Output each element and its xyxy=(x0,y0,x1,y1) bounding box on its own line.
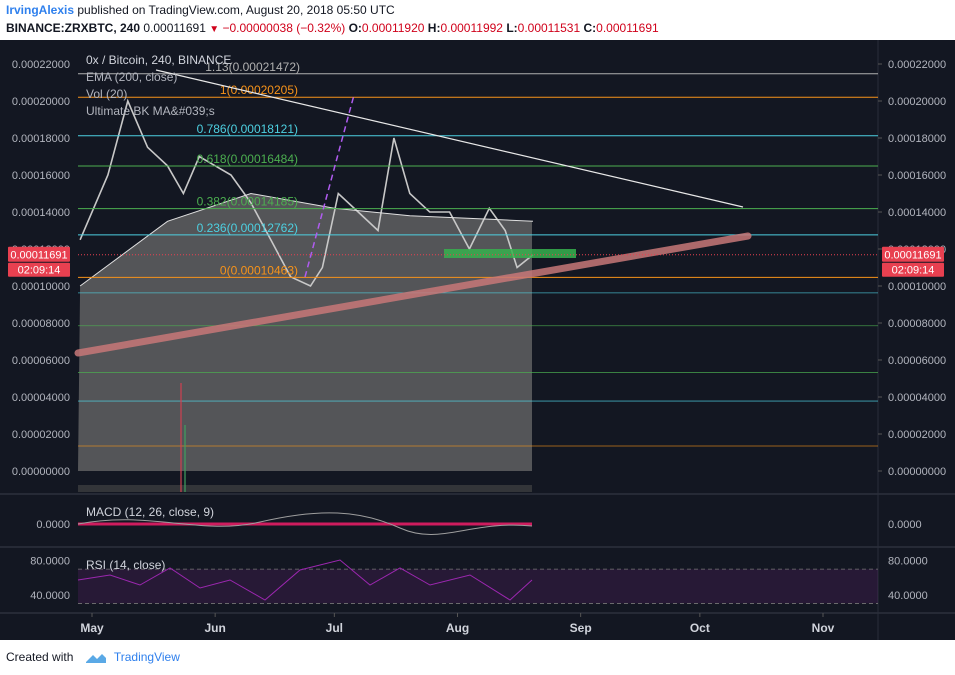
rsi-tick-left: 80.0000 xyxy=(30,556,70,568)
y-tick-label-left: 0.00010000 xyxy=(12,281,70,293)
publish-info: IrvingAlexis published on TradingView.co… xyxy=(6,3,395,17)
x-tick-label: Jun xyxy=(204,621,225,635)
open-value: 0.00011920 xyxy=(361,21,425,35)
fib-level-label: 0(0.00010463) xyxy=(220,263,298,277)
ema-area xyxy=(78,193,533,471)
rsi-line xyxy=(77,559,533,601)
fib-level-label: 0.382(0.00014185) xyxy=(197,195,298,209)
y-tick-label-right: 0.00020000 xyxy=(888,96,946,108)
footer: Created with TradingView xyxy=(6,650,180,664)
countdown-text-left: 02:09:14 xyxy=(18,265,61,277)
y-tick-label-left: 0.00000000 xyxy=(12,466,70,478)
created-with-text: Created with xyxy=(6,650,74,664)
price-tag-text-right: 0.00011691 xyxy=(884,250,941,262)
price-tag-left xyxy=(8,246,70,262)
y-tick-label-right: 0.00014000 xyxy=(888,207,946,219)
y-tick-label-left: 0.00004000 xyxy=(12,392,70,404)
y-tick-label-right: 0.00016000 xyxy=(888,170,946,182)
low-label: L: xyxy=(506,21,518,35)
fib-level-label: 0.786(0.00018121) xyxy=(197,122,298,136)
close-label: C: xyxy=(583,21,597,35)
open-label: O: xyxy=(348,21,362,35)
y-tick-label-right: 0.00002000 xyxy=(888,429,946,441)
price-tag-right xyxy=(882,246,944,262)
high-label: H: xyxy=(427,21,441,35)
y-tick-label-left: 0.00018000 xyxy=(12,133,70,145)
price-change: −0.00000038 (−0.32%) xyxy=(222,21,346,35)
legend-ultimate: Ultimate BK MA&#039;s xyxy=(86,104,215,118)
price-series-line xyxy=(79,98,534,288)
y-tick-label-left: 0.00020000 xyxy=(12,96,70,108)
y-tick-label-left: 0.00022000 xyxy=(12,59,70,71)
legend-ema: EMA (200, close) xyxy=(86,70,177,84)
countdown-tag-left xyxy=(8,262,70,277)
fib-level-label: 0.236(0.00012762) xyxy=(197,221,298,235)
legend-vol: Vol (20) xyxy=(86,87,127,101)
rsi-tick-right: 80.0000 xyxy=(888,556,928,568)
legend-title: 0x / Bitcoin, 240, BINANCE xyxy=(86,53,231,67)
high-value: 0.00011992 xyxy=(440,21,503,35)
y-tick-label-left: 0.00014000 xyxy=(12,207,70,219)
y-tick-label-left: 0.00016000 xyxy=(12,170,70,182)
y-tick-label-right: 0.00004000 xyxy=(888,392,946,404)
symbol-label: BINANCE:ZRXBTC, 240 xyxy=(6,21,141,35)
fib-level-label: 1.13(0.00021472) xyxy=(205,60,300,74)
ohlc-bar: BINANCE:ZRXBTC, 240 0.00011691 ▼ −0.0000… xyxy=(6,21,659,35)
rsi-label: RSI (14, close) xyxy=(86,558,165,572)
x-tick-label: May xyxy=(80,621,104,635)
macd-label: MACD (12, 26, close, 9) xyxy=(86,505,214,519)
y-tick-label-right: 0.00008000 xyxy=(888,318,946,330)
y-tick-label-left: 0.00002000 xyxy=(12,429,70,441)
price-tag-text-left: 0.00011691 xyxy=(10,250,67,262)
y-tick-label-right: 0.00000000 xyxy=(888,466,946,478)
x-tick-label: Jul xyxy=(326,621,343,635)
y-tick-label-right: 0.00006000 xyxy=(888,355,946,367)
x-tick-label: Aug xyxy=(446,621,469,635)
tradingview-link[interactable]: TradingView xyxy=(113,650,180,664)
close-value: 0.00011691 xyxy=(596,21,659,35)
down-triangle-icon: ▼ xyxy=(209,24,220,35)
y-tick-label-left: 0.00008000 xyxy=(12,318,70,330)
rsi-tick-left: 40.0000 xyxy=(30,590,70,602)
descending-trendline xyxy=(155,69,744,208)
macd-tick-right: 0.0000 xyxy=(888,519,922,531)
y-tick-label-right: 0.00022000 xyxy=(888,59,946,71)
countdown-tag-right xyxy=(882,262,944,277)
fib-level-label: 1(0.00020205) xyxy=(220,83,298,97)
volume-strip xyxy=(78,485,532,492)
published-text: published on TradingView.com, August 20,… xyxy=(77,3,395,17)
fib-level-label: 0.618(0.00016484) xyxy=(197,152,298,166)
dashed-projection-line xyxy=(304,94,355,278)
macd-tick-left: 0.0000 xyxy=(36,519,70,531)
countdown-text-right: 02:09:14 xyxy=(892,265,935,277)
y-tick-label-left: 0.00006000 xyxy=(12,355,70,367)
y-tick-label-right: 0.00018000 xyxy=(888,133,946,145)
y-tick-label-right: 0.00010000 xyxy=(888,281,946,293)
author-link[interactable]: IrvingAlexis xyxy=(6,3,75,17)
x-tick-label: Sep xyxy=(570,621,592,635)
tradingview-logo-icon xyxy=(85,653,106,663)
chart-area[interactable]: 1.13(0.00021472) 1(0.00020205) 0.786(0.000… xyxy=(0,40,955,640)
rsi-band xyxy=(78,569,878,604)
macd-line xyxy=(77,512,533,535)
chart-svg[interactable]: 1.13(0.00021472) 1(0.00020205) 0.786(0.000… xyxy=(0,40,955,640)
low-value: 0.00011531 xyxy=(517,21,581,35)
x-tick-label: Nov xyxy=(812,621,835,635)
support-channel-line xyxy=(74,232,752,357)
last-price: 0.00011691 xyxy=(143,21,206,35)
x-tick-label: Oct xyxy=(690,621,710,635)
green-zone xyxy=(444,249,576,258)
rsi-tick-right: 40.0000 xyxy=(888,590,928,602)
